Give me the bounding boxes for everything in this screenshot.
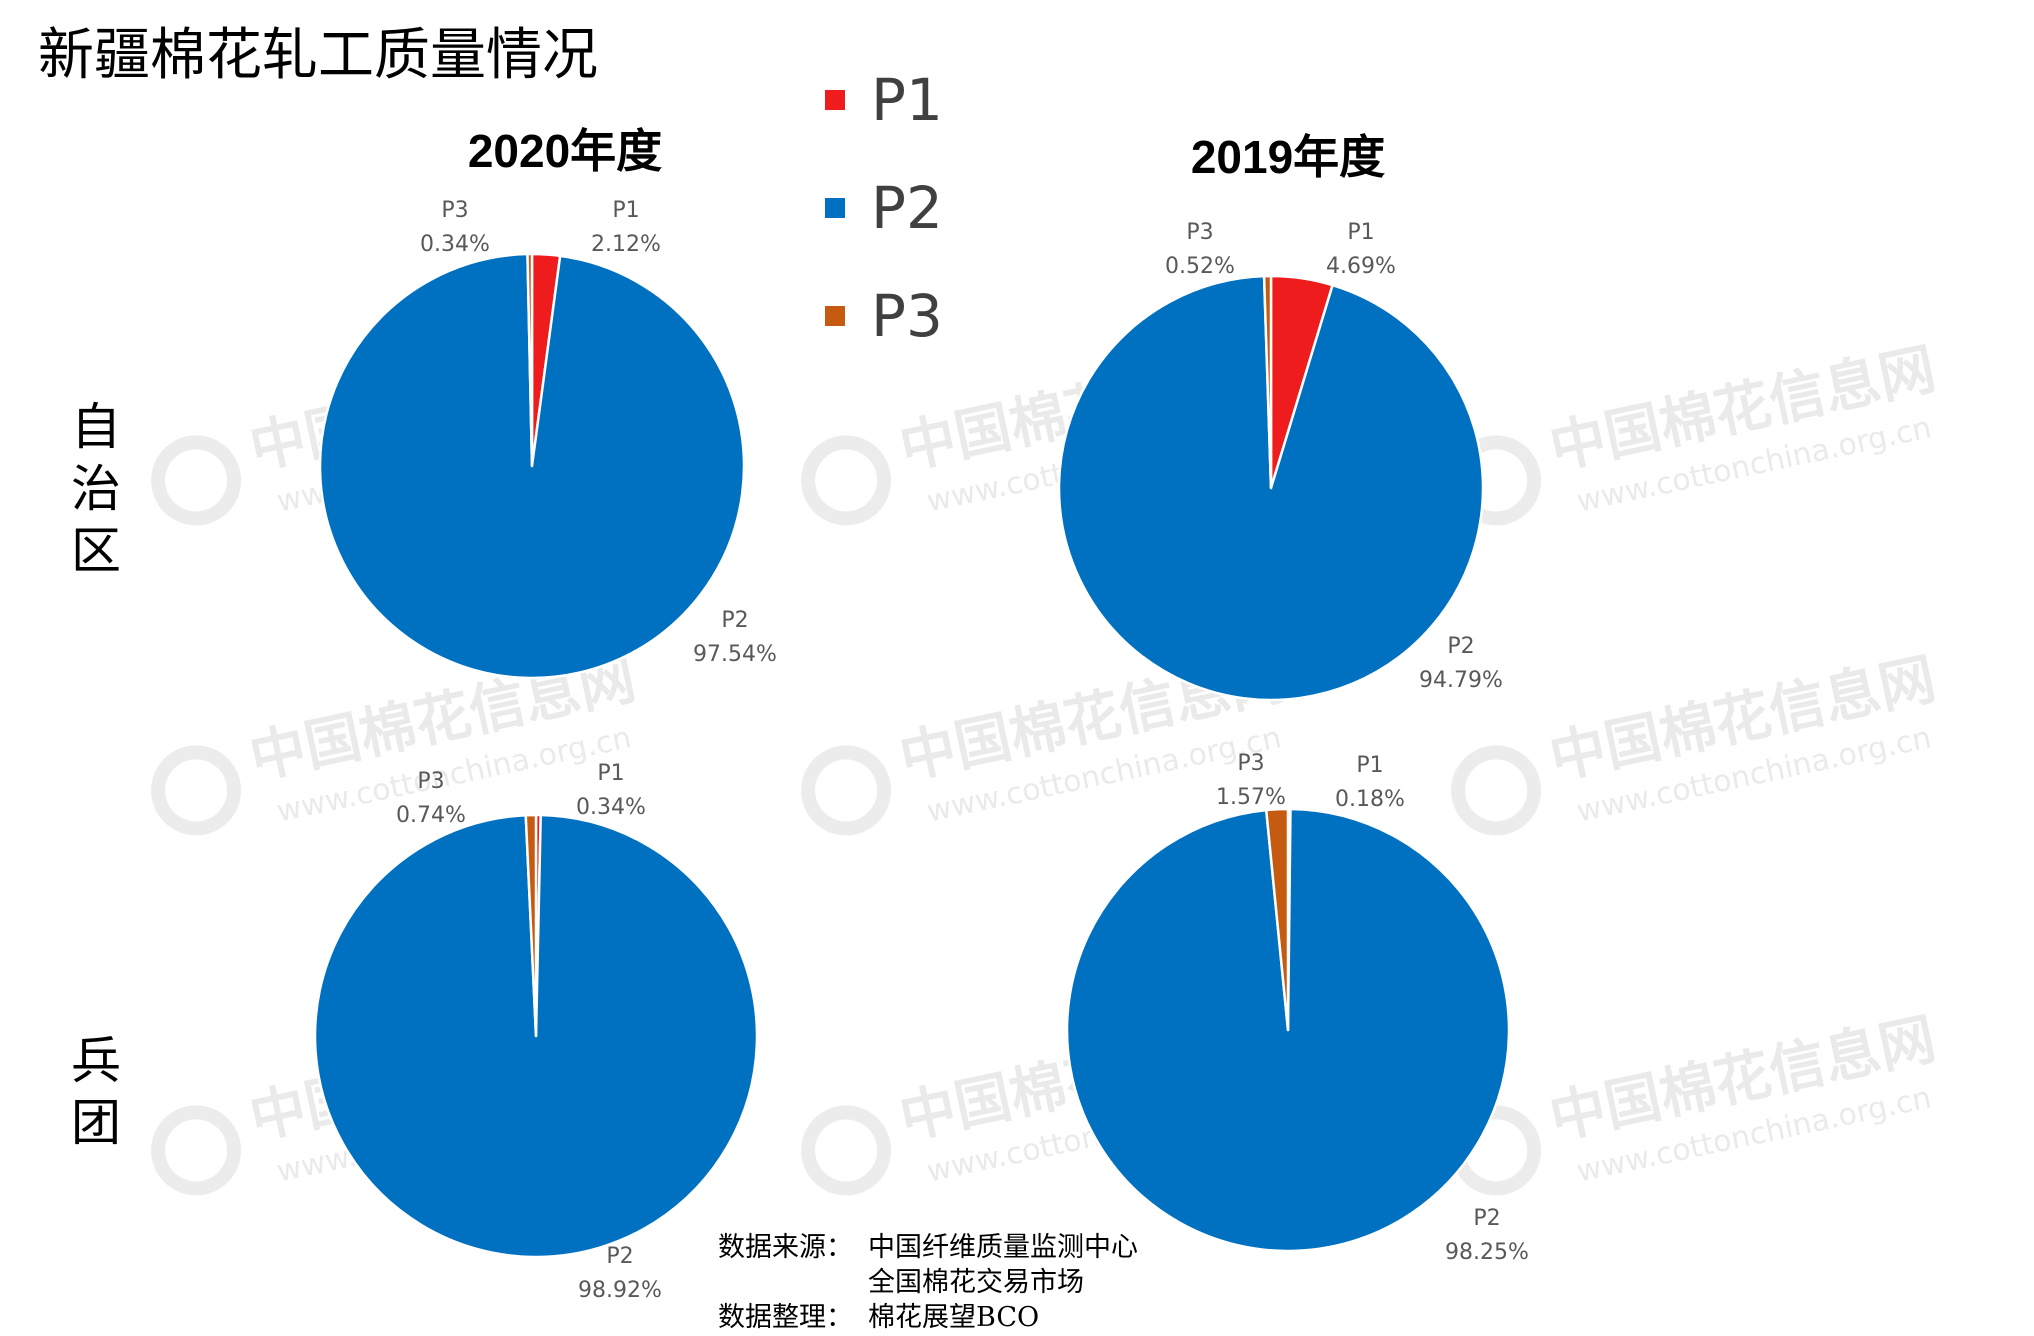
slice-value-p3: 1.57% [1216,785,1286,810]
column-title-2019: 2019年度 [1190,131,1386,183]
source-line-1: 中国纤维质量监测中心 [868,1232,1138,1263]
row-label-char: 团 [71,1094,121,1152]
slice-value-p2: 98.25% [1445,1240,1529,1265]
watermark-logo-icon [801,1105,892,1196]
slice-value-p1: 0.34% [576,795,646,820]
slice-value-p1: 0.18% [1335,787,1405,812]
legend-label-p3: P3 [871,282,943,350]
page-title: 新疆棉花轧工质量情况 [38,23,598,88]
compiler-name: 棉花展望BCO [868,1302,1040,1333]
pie-chart: P1 0.18% P2 98.25% P3 1.57% [1065,751,1529,1265]
slice-value-p3: 0.52% [1165,254,1235,279]
watermark-logo-icon [151,1105,242,1196]
legend-swatch-p2 [825,198,845,218]
watermark-logo-icon [801,435,892,526]
slice-label-p3: P3 [417,769,444,794]
row-label-corps: 兵团 [66,1030,126,1154]
slice-label-p1: P1 [1356,753,1383,778]
pie-slice-p3 [1264,807,1290,1032]
row-label-char: 兵 [71,1032,121,1090]
legend-item-p2: P2 [825,178,943,238]
column-title-2020: 2020年度 [467,125,663,177]
watermark-logo-icon [151,745,242,836]
watermark-logo-icon [1451,745,1542,836]
legend-item-p1: P1 [825,70,943,130]
legend-swatch-p1 [825,90,845,110]
legend-item-p3: P3 [825,286,943,346]
row-label-char: 区 [71,522,121,580]
slice-label-p2: P2 [1473,1206,1500,1231]
legend-label-p2: P2 [871,174,943,242]
slice-label-p1: P1 [597,761,624,786]
slice-value-p3: 0.74% [396,803,466,828]
source-key: 数据来源： [718,1232,853,1263]
slice-label-p2: P2 [1447,634,1474,659]
watermark-logo-icon [151,435,242,526]
slice-value-p1: 2.12% [591,232,661,257]
pie-slice-p3 [524,813,538,1038]
slice-label-p3: P3 [441,198,468,223]
slice-value-p2: 98.92% [578,1278,662,1303]
source-line-2: 全国棉花交易市场 [868,1267,1084,1298]
slice-value-p3: 0.34% [420,232,490,257]
slice-label-p3: P3 [1186,220,1213,245]
slice-label-p2: P2 [606,1244,633,1269]
legend-swatch-p3 [825,306,845,326]
slice-label-p3: P3 [1237,751,1264,776]
slice-label-p2: P2 [721,608,748,633]
row-label-autonomous-region: 自治区 [66,396,126,582]
pie-chart: P1 2.12% P2 97.54% P3 0.34% [318,198,777,680]
pie-slice-p3 [1262,274,1273,490]
slice-value-p2: 97.54% [693,642,777,667]
slice-value-p2: 94.79% [1419,668,1503,693]
row-label-char: 自 [71,398,121,456]
pie-slice-p3 [526,252,534,468]
slice-value-p1: 4.69% [1326,254,1396,279]
compiler-key: 数据整理： [718,1302,853,1333]
pie-chart: P1 0.34% P2 98.92% P3 0.74% [313,761,759,1303]
data-source-note: 数据来源： 中国纤维质量监测中心 全国棉花交易市场 数据整理： 棉花展望BCO [718,1230,1138,1335]
pie-charts-layer: P1 2.12% P2 97.54% P3 0.34% P1 4.69% P2 94.79% P3 0… [313,198,1529,1303]
legend: P1 P2 P3 [825,70,943,346]
pie-chart: P1 4.69% P2 94.79% P3 0.52% [1057,220,1503,702]
watermark-logo-icon [801,745,892,836]
slice-label-p1: P1 [612,198,639,223]
slice-label-p1: P1 [1347,220,1374,245]
legend-label-p1: P1 [871,66,943,134]
row-label-char: 治 [71,460,121,518]
